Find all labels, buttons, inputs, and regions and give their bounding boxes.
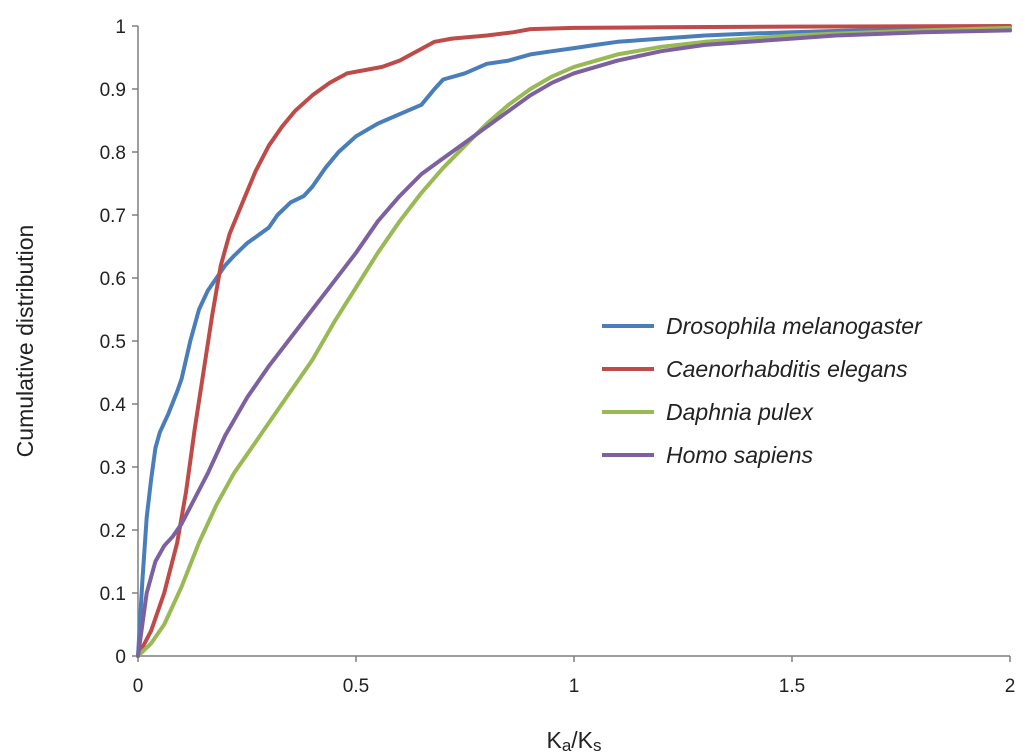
legend: Drosophila melanogaster Caenorhabditis el… (602, 313, 923, 468)
x-ticks: 0 0.5 1 1.5 2 (133, 656, 1016, 697)
y-tick-label: 0 (115, 647, 126, 668)
x-axis-title-part: K (546, 727, 562, 753)
y-tick-label: 0.4 (100, 395, 127, 416)
series-line-daphnia-pulex (136, 25, 1012, 658)
x-axis-title: Ka/Ks (546, 727, 601, 755)
y-tick-label: 0.7 (100, 206, 126, 227)
y-tick-label: 0.6 (100, 269, 126, 290)
legend-label-homo-sapiens: Homo sapiens (666, 442, 814, 468)
x-tick-label: 2 (1005, 676, 1016, 697)
series-line-homo-sapiens (136, 28, 1012, 658)
y-tick-label: 0.8 (100, 143, 126, 164)
y-ticks: 0 0.1 0.2 0.3 0.4 0.5 0.6 0.7 0.8 0.9 1 (100, 17, 138, 668)
x-axis-title-subscript: s (593, 736, 602, 755)
x-axis-title-subscript: a (562, 736, 572, 755)
legend-label-drosophila-melanogaster: Drosophila melanogaster (666, 313, 923, 339)
x-tick-label: 1 (569, 676, 580, 697)
x-axis-title-part: /K (571, 727, 593, 753)
legend-label-daphnia-pulex: Daphnia pulex (666, 399, 815, 425)
axes (137, 26, 1010, 657)
x-tick-label: 1.5 (779, 676, 805, 697)
y-tick-label: 0.2 (100, 521, 126, 542)
series-line-caenorhabditis-elegans (136, 24, 1012, 658)
y-tick-label: 0.3 (100, 458, 126, 479)
series-lines (136, 24, 1012, 658)
y-tick-label: 0.1 (100, 584, 126, 605)
y-tick-label: 0.9 (100, 80, 126, 101)
y-axis-title: Cumulative distribution (12, 225, 38, 458)
x-tick-label: 0.5 (343, 676, 369, 697)
x-tick-label: 0 (133, 676, 144, 697)
legend-label-caenorhabditis-elegans: Caenorhabditis elegans (666, 356, 908, 382)
y-tick-label: 0.5 (100, 332, 126, 353)
y-tick-label: 1 (115, 17, 126, 38)
series-line-drosophila-melanogaster (136, 25, 1012, 658)
